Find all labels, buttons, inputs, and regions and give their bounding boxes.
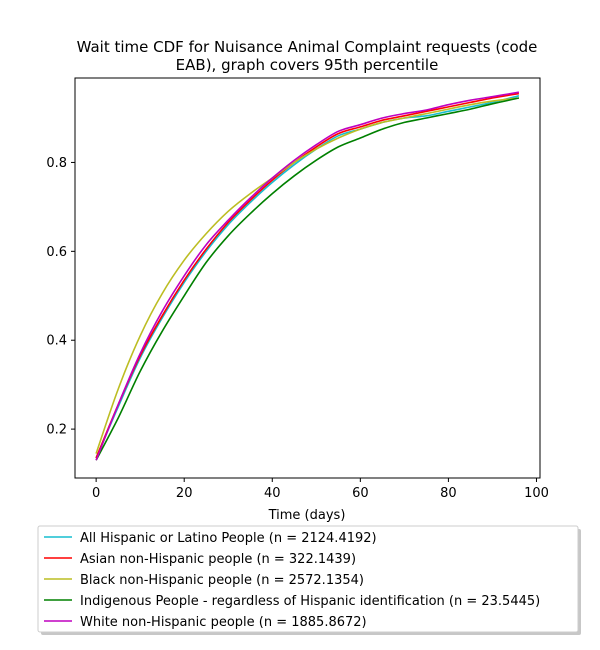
y-tick-label: 0.6: [46, 245, 67, 260]
legend-label-3: Indigenous People - regardless of Hispan…: [80, 594, 540, 609]
series-line-0: [95, 95, 520, 459]
series-line-2: [95, 97, 519, 454]
x-axis-label: Time (days): [268, 508, 346, 523]
x-tick-label: 100: [524, 486, 549, 501]
x-tick-label: 0: [92, 486, 100, 501]
plot-frame: [74, 77, 541, 479]
legend: All Hispanic or Latino People (n = 2124.…: [37, 525, 581, 635]
series-line-4: [95, 91, 520, 461]
legend-box: [37, 525, 579, 633]
series-line-3: [95, 97, 520, 461]
y-tick-label: 0.2: [46, 423, 67, 438]
legend-items: All Hispanic or Latino People (n = 2124.…: [44, 531, 540, 630]
legend-label-4: White non-Hispanic people (n = 1885.8672…: [80, 615, 367, 630]
legend-label-2: Black non-Hispanic people (n = 2572.1354…: [80, 573, 364, 588]
legend-label-1: Asian non-Hispanic people (n = 322.1439): [80, 552, 356, 567]
y-tick-label: 0.8: [46, 156, 67, 171]
series-line-1: [95, 92, 520, 459]
x-tick-label: 80: [440, 486, 457, 501]
legend-label-0: All Hispanic or Latino People (n = 2124.…: [80, 531, 377, 546]
y-axis: 0.2 0.4 0.6 0.8: [46, 156, 75, 438]
chart-title-line-1: Wait time CDF for Nuisance Animal Compla…: [77, 38, 538, 56]
x-axis: 0 20 40 60 80 100: [92, 478, 549, 501]
x-tick-label: 40: [264, 486, 281, 501]
y-tick-label: 0.4: [46, 334, 67, 349]
x-tick-label: 20: [176, 486, 193, 501]
x-tick-label: 60: [352, 486, 369, 501]
series-lines: [95, 91, 520, 461]
chart-title-line-2: EAB), graph covers 95th percentile: [176, 56, 439, 74]
